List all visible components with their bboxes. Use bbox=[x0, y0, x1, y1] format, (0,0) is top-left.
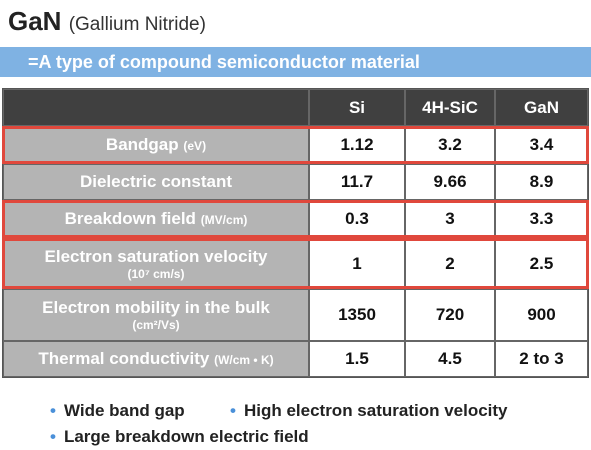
column-header: 4H-SiC bbox=[405, 89, 495, 126]
value-cell: 4.5 bbox=[405, 341, 495, 377]
row-label-cell: Dielectric constant bbox=[3, 164, 309, 200]
row-label-line: Bandgap (eV) bbox=[106, 135, 206, 155]
property-table: Si 4H-SiC GaN Bandgap (eV) 1.12 3.2 3.4 Dielect… bbox=[2, 88, 589, 378]
value-cell: 0.3 bbox=[309, 200, 405, 238]
value-cell: 3.2 bbox=[405, 126, 495, 164]
row-unit: (W/cm • K) bbox=[214, 353, 274, 367]
value-cell: 3 bbox=[405, 200, 495, 238]
row-unit: (cm²/Vs) bbox=[132, 318, 180, 332]
value-cell: 8.9 bbox=[495, 164, 588, 200]
header-cell bbox=[3, 89, 309, 126]
row-label: Thermal conductivity bbox=[38, 349, 210, 368]
row-label-cell: Electron mobility in the bulk (cm²/Vs) bbox=[3, 289, 309, 341]
value-cell: 11.7 bbox=[309, 164, 405, 200]
value-cell: 1350 bbox=[309, 289, 405, 341]
row-label: Bandgap bbox=[105, 135, 179, 154]
value-cell: 900 bbox=[495, 289, 588, 341]
column-header: Si bbox=[309, 89, 405, 126]
value-cell: 3.3 bbox=[495, 200, 588, 238]
bullet: Wide band gap bbox=[50, 401, 185, 421]
value-cell: 2 to 3 bbox=[495, 341, 588, 377]
value-cell: 3.4 bbox=[495, 126, 588, 164]
value-cell: 1.12 bbox=[309, 126, 405, 164]
row-label-line: Thermal conductivity (W/cm • K) bbox=[38, 349, 273, 369]
title-text: GaN bbox=[8, 6, 62, 36]
value-cell: 720 bbox=[405, 289, 495, 341]
row-label: Electron mobility in the bulk bbox=[42, 298, 270, 317]
banner: =A type of compound semiconductor materi… bbox=[0, 47, 591, 77]
title: GaN (Gallium Nitride) bbox=[8, 6, 206, 37]
row-unit: (eV) bbox=[183, 139, 207, 153]
value-cell: 1.5 bbox=[309, 341, 405, 377]
row-label-cell: Electron saturation velocity (10⁷ cm/s) bbox=[3, 238, 309, 289]
row-label-cell: Breakdown field (MV/cm) bbox=[3, 200, 309, 238]
row-label-line: Electron mobility in the bulk bbox=[42, 298, 270, 318]
row-label-line: Dielectric constant bbox=[80, 172, 232, 192]
row-unit: (10⁷ cm/s) bbox=[127, 266, 185, 281]
column-header: GaN bbox=[495, 89, 588, 126]
value-cell: 2 bbox=[405, 238, 495, 289]
value-cell: 2.5 bbox=[495, 238, 588, 289]
row-label-line: Electron saturation velocity bbox=[45, 247, 268, 267]
row-label-line: Breakdown field (MV/cm) bbox=[65, 209, 248, 229]
row-label-cell: Bandgap (eV) bbox=[3, 126, 309, 164]
row-label-cell: Thermal conductivity (W/cm • K) bbox=[3, 341, 309, 377]
value-cell: 1 bbox=[309, 238, 405, 289]
bullet: High electron saturation velocity bbox=[230, 401, 508, 421]
row-label: Electron saturation velocity bbox=[44, 246, 268, 266]
bullet: Large breakdown electric field bbox=[50, 427, 309, 447]
subtitle: (Gallium Nitride) bbox=[68, 14, 206, 35]
value-cell: 9.66 bbox=[405, 164, 495, 200]
row-label: Dielectric constant bbox=[79, 172, 233, 191]
row-unit: (MV/cm) bbox=[200, 213, 248, 227]
row-label: Breakdown field bbox=[64, 209, 196, 228]
